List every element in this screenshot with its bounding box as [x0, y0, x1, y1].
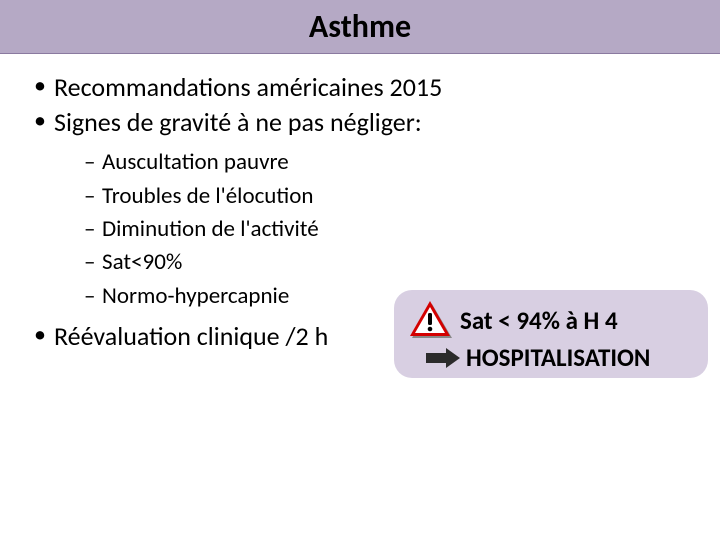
- sub-bullet-text: Diminution de l'activité: [102, 215, 319, 243]
- bullet-text: Signes de gravité à ne pas négliger:: [54, 106, 422, 138]
- sub-bullet-item: Diminution de l'activité: [84, 213, 720, 246]
- slide-title: Asthme: [309, 7, 411, 46]
- bullet-text: Recommandations américaines 2015: [54, 71, 442, 103]
- sub-bullet-item: Troubles de l'élocution: [84, 180, 720, 213]
- sub-bullet-text: Auscultation pauvre: [102, 148, 289, 176]
- title-bar: Asthme: [0, 0, 720, 54]
- callout-line1: Sat < 94% à H 4: [460, 305, 618, 336]
- bullet-item: Recommandations américaines 2015: [34, 70, 720, 105]
- sub-bullet-text: Sat<90%: [102, 248, 182, 276]
- arrow-right-icon: [426, 348, 460, 368]
- sub-bullet-item: Sat<90%: [84, 246, 720, 279]
- callout-line2: HOSPITALISATION: [466, 342, 650, 373]
- bullet-text: Réévaluation clinique /2 h: [54, 320, 328, 352]
- sub-bullet-item: Auscultation pauvre: [84, 146, 720, 179]
- bullet-item: Signes de gravité à ne pas négliger: Aus…: [34, 105, 720, 319]
- sub-bullet-text: Troubles de l'élocution: [102, 182, 313, 210]
- warning-triangle-icon: [408, 300, 452, 340]
- callout-row: HOSPITALISATION: [408, 342, 694, 373]
- callout-box: Sat < 94% à H 4 HOSPITALISATION: [394, 290, 708, 378]
- callout-row: Sat < 94% à H 4: [408, 300, 694, 340]
- sub-bullet-text: Normo-hypercapnie: [102, 282, 289, 310]
